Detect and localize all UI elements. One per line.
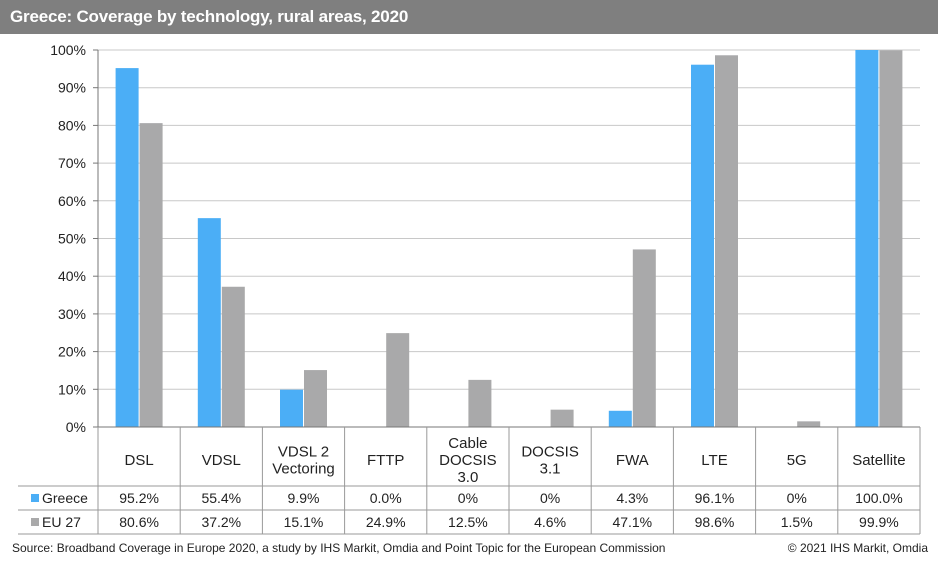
category-label: DOCSIS: [439, 452, 497, 469]
data-label: 1.5%: [781, 514, 813, 530]
bar-eu27: [139, 123, 163, 427]
data-label: 100.0%: [855, 490, 902, 506]
legend-label: Greece: [42, 490, 88, 506]
data-label: 4.6%: [534, 514, 566, 530]
title-bar: Greece: Coverage by technology, rural ar…: [0, 0, 938, 34]
legend-swatch-eu27: [31, 518, 39, 526]
category-label: 5G: [787, 452, 807, 469]
y-tick-label: 40%: [58, 268, 86, 284]
data-label: 55.4%: [201, 490, 241, 506]
bar-eu27: [550, 409, 574, 427]
category-label: LTE: [701, 452, 727, 469]
y-tick-label: 60%: [58, 193, 86, 209]
category-label: Cable: [448, 435, 487, 452]
data-label: 9.9%: [288, 490, 320, 506]
category-label: 3.1: [540, 461, 561, 478]
bar-greece: [115, 68, 139, 427]
data-label: 0.0%: [370, 490, 402, 506]
y-tick-label: 10%: [58, 381, 86, 397]
bar-eu27: [715, 55, 738, 427]
bar-greece: [280, 389, 303, 427]
category-label: DSL: [125, 452, 154, 469]
data-label: 0%: [458, 490, 478, 506]
bar-eu27: [632, 249, 656, 427]
y-tick-label: 30%: [58, 306, 86, 322]
data-label: 99.9%: [859, 514, 899, 530]
data-label: 37.2%: [201, 514, 241, 530]
data-label: 80.6%: [119, 514, 159, 530]
data-label: 95.2%: [119, 490, 159, 506]
category-label: 3.0: [457, 469, 478, 486]
data-label: 47.1%: [612, 514, 652, 530]
y-tick-label: 20%: [58, 344, 86, 360]
data-label: 0%: [540, 490, 560, 506]
data-label: 12.5%: [448, 514, 488, 530]
category-label: FTTP: [367, 452, 405, 469]
data-label: 15.1%: [284, 514, 324, 530]
copyright-note: © 2021 IHS Markit, Omdia: [787, 541, 928, 555]
y-tick-label: 70%: [58, 155, 86, 171]
data-label: 98.6%: [695, 514, 735, 530]
data-label: 96.1%: [695, 490, 735, 506]
y-tick-label: 50%: [58, 231, 86, 247]
category-label: Vectoring: [272, 461, 335, 478]
bar-eu27: [221, 286, 245, 427]
bar-eu27: [468, 379, 492, 427]
bar-eu27: [797, 421, 821, 427]
category-label: Satellite: [852, 452, 905, 469]
data-label: 0%: [787, 490, 807, 506]
bar-eu27: [304, 370, 327, 427]
legend-label: EU 27: [42, 514, 81, 530]
bar-eu27: [386, 333, 410, 427]
y-tick-label: 100%: [50, 42, 86, 58]
category-label: FWA: [616, 452, 649, 469]
bar-greece: [197, 218, 221, 427]
bar-greece: [855, 50, 879, 427]
category-label: VDSL 2: [278, 444, 329, 461]
bar-eu27: [879, 50, 903, 427]
category-label: VDSL: [202, 452, 241, 469]
y-tick-label: 80%: [58, 117, 86, 133]
chart-title: Greece: Coverage by technology, rural ar…: [10, 7, 409, 26]
y-tick-label: 90%: [58, 80, 86, 96]
legend-swatch-greece: [31, 494, 39, 502]
y-tick-label: 0%: [66, 419, 86, 435]
bar-greece: [691, 64, 714, 427]
bar-greece: [608, 410, 632, 427]
data-label: 4.3%: [616, 490, 648, 506]
data-label: 24.9%: [366, 514, 406, 530]
source-note: Source: Broadband Coverage in Europe 202…: [12, 541, 666, 555]
category-label: DOCSIS: [521, 444, 579, 461]
